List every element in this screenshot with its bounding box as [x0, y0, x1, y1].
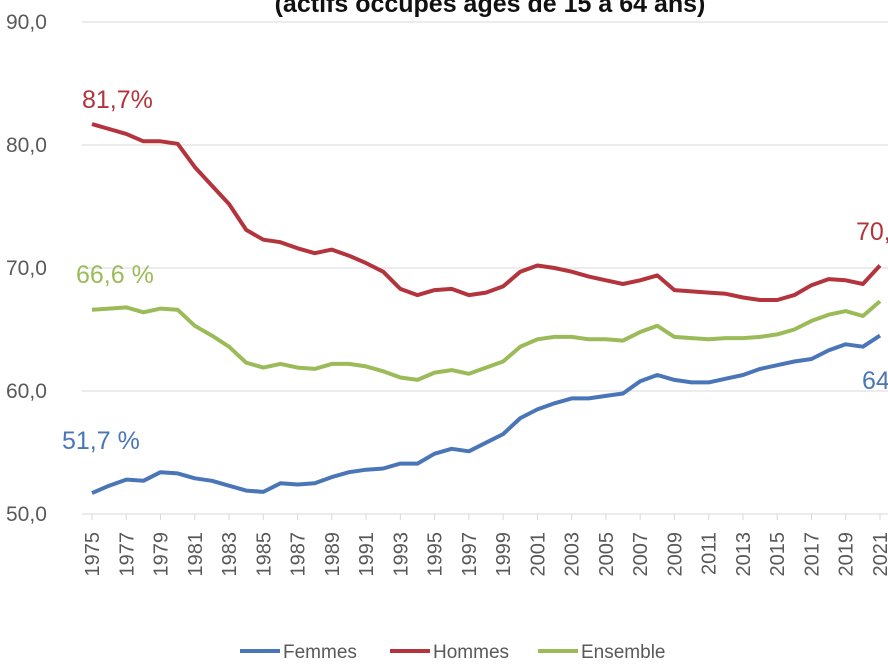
y-tick-label: 90,0 — [6, 11, 47, 34]
y-tick-label: 70,0 — [6, 257, 47, 280]
x-tick-label: 2021 — [870, 532, 888, 577]
annotation: 70, — [856, 218, 888, 246]
legend-label: Hommes — [433, 642, 509, 663]
chart-title: (actifs occupés âgés de 15 à 64 ans) — [275, 0, 706, 18]
x-tick-label: 2011 — [699, 532, 721, 575]
x-tick-label: 2015 — [767, 532, 789, 577]
x-tick-label: 2007 — [630, 532, 652, 577]
x-tick-label: 2019 — [836, 532, 858, 577]
y-tick-label: 50,0 — [6, 503, 47, 526]
legend-label: Ensemble — [581, 642, 666, 663]
x-tick-label: 1979 — [151, 532, 173, 577]
x-tick-label: 1981 — [185, 532, 207, 577]
x-tick-label: 1997 — [459, 532, 481, 577]
x-tick-label: 1977 — [116, 532, 138, 577]
x-tick-label: 1991 — [356, 532, 378, 577]
x-tick-label: 1989 — [322, 532, 344, 577]
x-tick-label: 2017 — [801, 532, 823, 577]
y-tick-label: 60,0 — [6, 380, 47, 403]
series-line — [91, 122, 882, 302]
x-tick-label: 1985 — [253, 532, 275, 577]
annotation: 51,7 % — [62, 427, 140, 455]
x-tick-label: 1983 — [219, 532, 241, 577]
y-tick-label: 80,0 — [6, 134, 47, 157]
x-tick-label: 2001 — [527, 532, 549, 577]
annotation: 64 — [862, 367, 888, 395]
series-line — [91, 299, 882, 382]
x-tick-label: 1993 — [390, 532, 412, 577]
x-tick-label: 2009 — [664, 532, 686, 577]
x-tick-label: 1987 — [288, 532, 310, 577]
x-tick-label: 1995 — [425, 532, 447, 577]
annotation: 66,6 % — [76, 261, 154, 289]
x-tick-label: 1999 — [493, 532, 515, 577]
x-tick-label: 1975 — [82, 532, 104, 577]
legend-label: Femmes — [283, 642, 357, 663]
series-line — [91, 333, 882, 495]
x-tick-label: 2003 — [562, 532, 584, 577]
x-tick-label: 2005 — [596, 532, 618, 577]
annotation: 81,7% — [82, 86, 153, 114]
x-tick-label: 2013 — [733, 532, 755, 577]
